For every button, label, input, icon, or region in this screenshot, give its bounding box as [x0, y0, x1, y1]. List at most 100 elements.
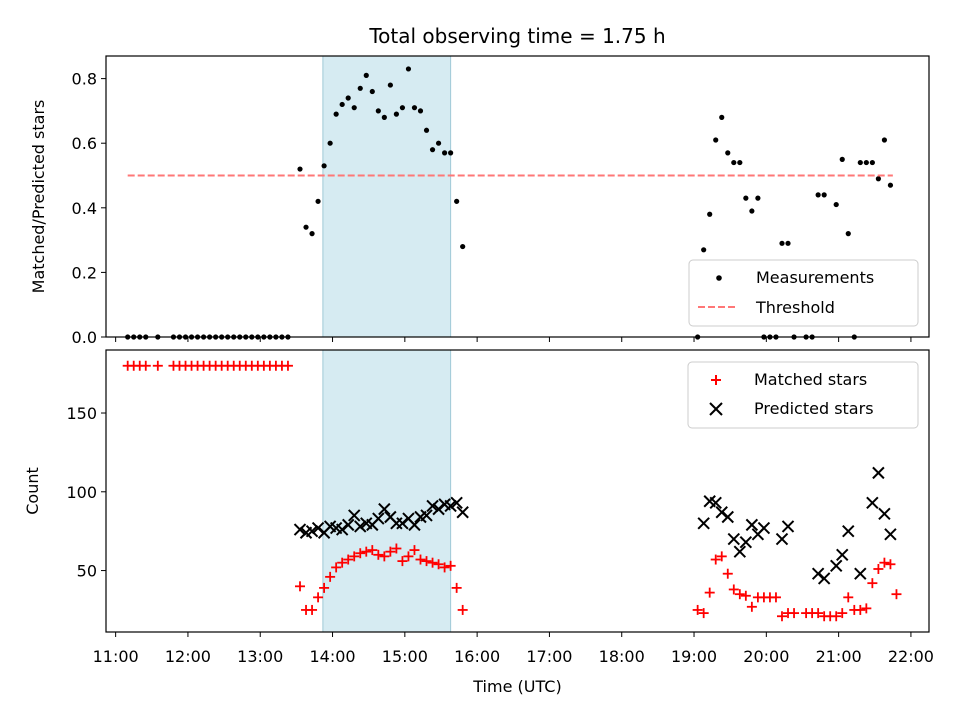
predicted-star-point — [408, 518, 421, 532]
y-tick-label: 0.4 — [72, 199, 97, 218]
measurement-point — [399, 105, 406, 111]
top-panel-y-ticks: 0.0 0.2 0.4 0.6 0.8 — [72, 70, 106, 347]
matched-star-point — [337, 557, 348, 568]
matched-star-point — [710, 554, 721, 565]
measurement-point — [875, 176, 881, 182]
matched-star-point — [313, 592, 324, 603]
measurement-point — [429, 147, 436, 153]
matched-star-point — [704, 587, 715, 598]
matched-star-point — [343, 554, 354, 565]
measurement-point — [779, 240, 785, 246]
predicted-star-point — [830, 559, 843, 573]
matched-star-point — [331, 562, 342, 573]
matched-star-point — [734, 589, 745, 600]
predicted-star-point — [872, 466, 885, 480]
predicted-star-point — [884, 528, 897, 541]
measurement-point — [833, 201, 839, 208]
x-tick-label: 15:00 — [382, 647, 428, 666]
matched-star-point — [325, 571, 336, 582]
measurement-point — [351, 105, 357, 111]
predicted-star-point — [348, 509, 361, 522]
predicted-star-point — [775, 532, 789, 546]
x-tick-label: 19:00 — [671, 647, 717, 666]
measurement-point — [321, 163, 327, 169]
x-tick-label: 18:00 — [599, 647, 645, 666]
measurement-point — [749, 208, 755, 214]
matched-star-point — [295, 581, 306, 592]
matched-star-point — [397, 556, 408, 567]
measurement-point — [327, 140, 333, 146]
x-tick-label: 17:00 — [526, 647, 572, 666]
measurement-point — [460, 243, 466, 250]
x-tick-label: 14:00 — [309, 647, 355, 666]
predicted-star-point — [842, 524, 855, 538]
x-tick-label: 11:00 — [93, 647, 139, 666]
legend-predicted-label: Predicted stars — [754, 399, 874, 418]
measurement-point — [785, 240, 791, 246]
measurement-point — [821, 192, 827, 198]
bottom-panel-marks — [122, 360, 902, 622]
matched-star-point — [391, 543, 402, 554]
y-tick-label: 0.2 — [72, 263, 97, 282]
predicted-star-point — [781, 520, 795, 533]
measurement-point — [719, 114, 725, 120]
matched-star-point — [457, 604, 468, 615]
predicted-star-point — [354, 520, 367, 533]
measurement-point — [863, 159, 869, 166]
matched-star-point — [385, 546, 396, 557]
measurement-point — [387, 82, 393, 88]
predicted-star-point — [697, 517, 710, 530]
measurement-point — [857, 159, 863, 166]
measurement-point — [315, 198, 321, 204]
matched-star-point — [415, 554, 426, 565]
x-tick-label: 16:00 — [454, 647, 500, 666]
legend-measurements-label: Measurements — [756, 268, 874, 287]
observing-span-shade — [322, 349, 452, 633]
measurement-point — [417, 108, 424, 114]
matched-star-point — [716, 551, 727, 562]
measurement-point — [339, 101, 345, 108]
matched-star-point — [409, 545, 420, 556]
measurement-point — [881, 137, 888, 143]
measurement-point — [411, 105, 418, 111]
matched-star-point — [746, 601, 757, 612]
matched-star-point — [427, 557, 438, 568]
matched-star-point — [373, 549, 384, 560]
matched-star-point — [891, 589, 902, 600]
matched-star-point — [722, 568, 733, 579]
legend-matched-marker — [711, 375, 721, 385]
measurement-point — [405, 66, 412, 72]
predicted-star-point — [420, 509, 433, 522]
predicted-star-point — [293, 523, 307, 536]
top-panel-y-axis-label: Matched/Predicted stars — [29, 100, 48, 294]
measurement-point — [845, 231, 851, 237]
chart-title: Total observing time = 1.75 h — [368, 24, 665, 48]
y-tick-label: 0.8 — [72, 70, 97, 89]
y-tick-label: 0.6 — [72, 134, 97, 153]
y-tick-label: 0.0 — [72, 328, 97, 347]
matched-star-point — [403, 551, 414, 562]
measurement-point — [887, 182, 894, 188]
measurement-point — [707, 211, 713, 217]
measurement-point — [345, 95, 351, 101]
matched-star-point — [307, 604, 318, 615]
legend-measurements-marker — [716, 275, 722, 281]
measurement-point — [357, 85, 363, 91]
measurement-point — [441, 150, 448, 156]
matched-star-point — [885, 559, 896, 570]
predicted-star-point — [878, 507, 891, 521]
top-panel-legend: Measurements Threshold — [688, 259, 919, 327]
matched-star-point — [152, 360, 163, 371]
matched-star-point — [355, 548, 366, 559]
matched-star-point — [433, 559, 444, 570]
predicted-star-point — [836, 548, 849, 562]
predicted-star-point — [341, 518, 355, 532]
matched-star-point — [789, 608, 800, 619]
matched-star-point — [319, 582, 330, 593]
measurement-point — [375, 108, 381, 114]
matched-star-point — [282, 360, 293, 371]
measurement-point — [815, 192, 821, 198]
